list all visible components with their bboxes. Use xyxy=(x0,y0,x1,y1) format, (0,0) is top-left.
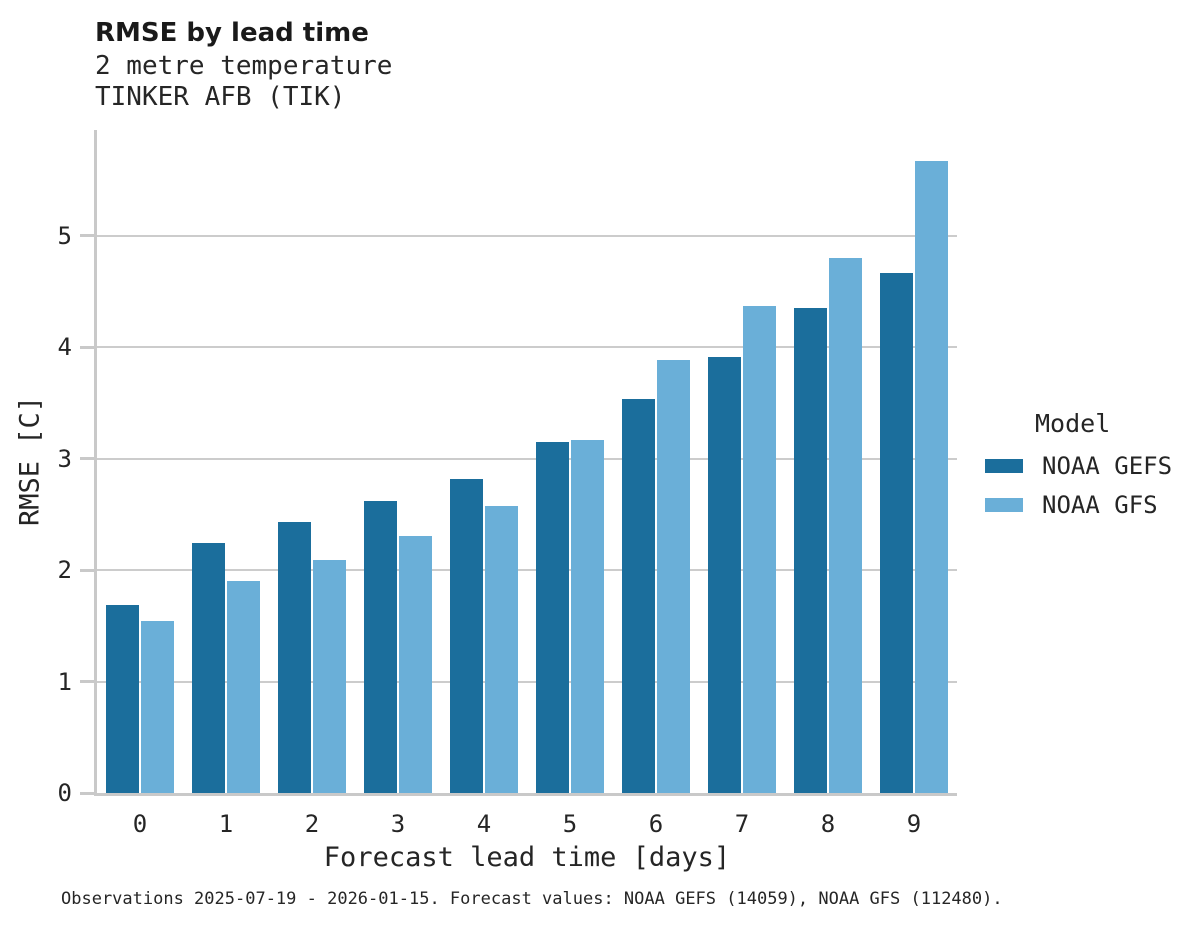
plot-area: Forecast lead time [days] 0 1 2 3 4 5 0 1 2 3 4 5 6 7… xyxy=(58,130,957,873)
bar-noaa-gfs-lead-1 xyxy=(227,581,260,793)
bar-noaa-gefs-lead-9 xyxy=(880,272,913,793)
bar-noaa-gfs-lead-8 xyxy=(829,258,862,793)
bar-noaa-gfs-lead-7 xyxy=(743,306,776,793)
y-tick-2 xyxy=(80,568,94,572)
x-tick-label-2: 2 xyxy=(304,810,320,838)
y-tick-label-5: 5 xyxy=(57,221,72,250)
legend-title: Model xyxy=(1035,409,1111,438)
y-tick-label-1: 1 xyxy=(57,667,72,696)
chart-title: RMSE by lead time xyxy=(95,18,369,48)
bar-noaa-gfs-lead-9 xyxy=(915,161,948,793)
footer-note: Observations 2025-07-19 - 2026-01-15. Fo… xyxy=(61,889,1003,909)
x-tick-label-1: 1 xyxy=(218,810,234,838)
bar-noaa-gfs-lead-0 xyxy=(141,621,174,793)
gridline-y-4 xyxy=(97,346,957,349)
y-tick-label-0: 0 xyxy=(57,779,72,807)
bar-noaa-gfs-lead-3 xyxy=(399,535,432,793)
x-tick-label-9: 9 xyxy=(906,810,922,838)
gridline-y-5 xyxy=(97,234,957,237)
y-tick-label-4: 4 xyxy=(57,333,72,362)
bar-group-lead-4 xyxy=(450,130,518,793)
x-tick-label-0: 0 xyxy=(132,810,148,838)
y-tick-label-3: 3 xyxy=(57,444,72,473)
bar-group-lead-5 xyxy=(536,130,604,793)
bar-noaa-gefs-lead-2 xyxy=(278,522,311,793)
y-tick-label-2: 2 xyxy=(57,556,72,585)
bar-noaa-gfs-lead-4 xyxy=(485,505,518,793)
legend-swatch-noaa-gfs xyxy=(985,498,1023,512)
bar-noaa-gefs-lead-3 xyxy=(364,501,397,793)
legend-swatch-noaa-gefs xyxy=(985,459,1023,473)
bar-group-lead-8 xyxy=(794,130,862,793)
x-tick-label-7: 7 xyxy=(734,810,750,838)
x-tick-label-8: 8 xyxy=(820,810,836,838)
y-tick-4 xyxy=(80,345,94,349)
bar-noaa-gefs-lead-5 xyxy=(536,442,569,793)
bar-noaa-gefs-lead-1 xyxy=(192,543,225,793)
x-axis-label: Forecast lead time [days] xyxy=(323,842,731,873)
bar-noaa-gefs-lead-0 xyxy=(106,604,139,793)
bar-group-lead-3 xyxy=(364,130,432,793)
bar-group-lead-9 xyxy=(880,130,948,793)
bar-group-lead-6 xyxy=(622,130,690,793)
bar-group-lead-2 xyxy=(278,130,346,793)
gridline-y-2 xyxy=(97,569,957,572)
legend-entry-noaa-gefs: NOAA GEFS xyxy=(985,452,1172,480)
chart-station: TINKER AFB (TIK) xyxy=(95,82,346,112)
x-tick-label-3: 3 xyxy=(390,810,406,838)
gridline-y-3 xyxy=(97,457,957,460)
legend-label-noaa-gefs: NOAA GEFS xyxy=(1042,452,1173,480)
x-tick-label-4: 4 xyxy=(476,810,492,838)
bar-noaa-gefs-lead-6 xyxy=(622,398,655,793)
bar-noaa-gfs-lead-6 xyxy=(657,359,690,793)
y-tick-1 xyxy=(80,680,94,684)
bar-noaa-gfs-lead-2 xyxy=(313,560,346,793)
y-tick-3 xyxy=(80,457,94,461)
x-tick-label-5: 5 xyxy=(562,810,578,838)
bar-group-lead-0 xyxy=(106,130,174,793)
bar-noaa-gefs-lead-8 xyxy=(794,308,827,793)
bar-noaa-gefs-lead-7 xyxy=(708,357,741,793)
bar-noaa-gefs-lead-4 xyxy=(450,478,483,793)
x-tick-label-6: 6 xyxy=(648,810,664,838)
legend-label-noaa-gfs: NOAA GFS xyxy=(1042,491,1158,519)
legend: Model NOAA GEFS NOAA GFS xyxy=(985,410,1172,530)
bar-group-lead-1 xyxy=(192,130,260,793)
y-tick-0 xyxy=(80,791,94,795)
gridline-y-1 xyxy=(97,680,957,683)
y-tick-5 xyxy=(80,234,94,238)
bar-group-lead-7 xyxy=(708,130,776,793)
legend-entry-noaa-gfs: NOAA GFS xyxy=(985,491,1172,519)
chart-subtitle: 2 metre temperature xyxy=(95,51,393,81)
bar-noaa-gfs-lead-5 xyxy=(571,439,604,793)
